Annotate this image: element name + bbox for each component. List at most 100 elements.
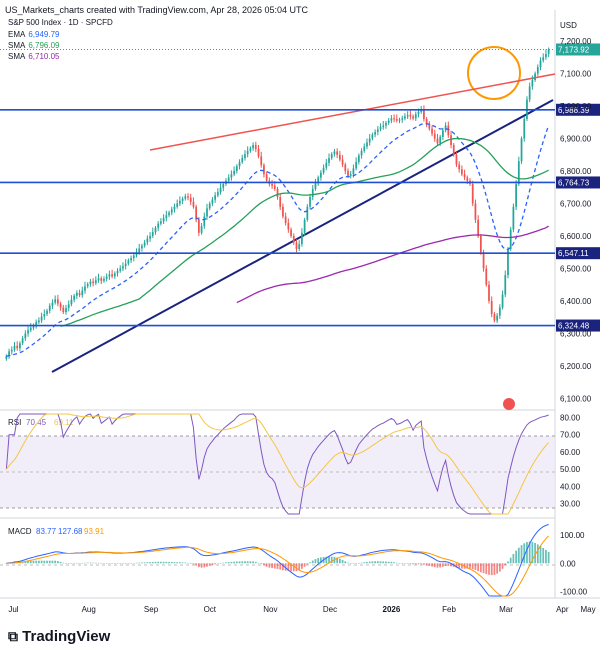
- candle-body: [181, 198, 184, 201]
- macd-histogram-bar: [56, 561, 59, 564]
- candle-body: [116, 270, 119, 274]
- candle-body: [523, 119, 526, 139]
- macd-histogram-bar: [189, 563, 192, 564]
- rsi-legend-ma: 69.11: [54, 418, 74, 427]
- macd-histogram-bar: [70, 563, 73, 564]
- candle-body: [94, 280, 97, 284]
- candle-body: [322, 167, 325, 173]
- price-tick-label: 6,900.00: [560, 135, 592, 144]
- candle-body: [401, 118, 404, 120]
- candle-body: [38, 320, 40, 323]
- price-tick-label: 6,100.00: [560, 395, 592, 404]
- candle-body: [368, 138, 371, 143]
- candle-body: [477, 219, 480, 236]
- candle-body: [357, 155, 360, 162]
- candle-body: [67, 304, 70, 309]
- candle-body: [352, 168, 355, 175]
- macd-histogram-bar: [526, 541, 528, 564]
- candle-body: [184, 196, 187, 199]
- candle-body: [263, 165, 265, 175]
- macd-histogram-bar: [127, 563, 130, 564]
- event-flag-icon[interactable]: [503, 398, 515, 410]
- candle-body: [509, 229, 512, 249]
- macd-histogram-bar: [395, 562, 398, 564]
- candle-body: [173, 206, 176, 210]
- candle-body: [371, 134, 374, 139]
- candle-body: [517, 161, 520, 184]
- candle-body: [35, 322, 38, 326]
- candle-body: [455, 154, 458, 165]
- candle-body: [92, 281, 95, 284]
- macd-histogram-bar: [27, 561, 29, 564]
- sma-fast-legend: SMA 6,796.09: [8, 41, 59, 50]
- macd-histogram-bar: [425, 563, 428, 566]
- macd-histogram-bar: [290, 563, 292, 572]
- candle-body: [40, 316, 43, 321]
- macd-histogram-bar: [363, 562, 366, 564]
- candle-body: [504, 275, 507, 295]
- price-tick-label: 6,700.00: [560, 200, 592, 209]
- candle-body: [344, 164, 347, 171]
- price-tick-label: 7,100.00: [560, 70, 592, 79]
- candle-body: [233, 171, 235, 175]
- macd-histogram-bar: [306, 563, 309, 565]
- macd-histogram-bar: [393, 562, 395, 564]
- candle-body: [238, 161, 241, 167]
- macd-legend-value-1: 83.77: [36, 527, 57, 536]
- candle-body: [309, 197, 311, 207]
- macd-histogram-bar: [268, 563, 271, 568]
- macd-histogram-bar: [24, 561, 27, 564]
- macd-histogram-bar: [444, 563, 447, 566]
- price-tick-label: 6,800.00: [560, 167, 592, 176]
- macd-histogram-bar: [227, 562, 230, 564]
- candle-body: [214, 195, 217, 200]
- candle-body: [338, 154, 341, 160]
- candle-body: [146, 238, 149, 243]
- macd-histogram-bar: [197, 563, 200, 568]
- candle-body: [19, 343, 21, 349]
- rsi-pane: 80.00 70.00 60.00 50.00 40.00 30.00: [5, 413, 581, 515]
- ema-legend-label: EMA: [8, 30, 26, 39]
- macd-histogram-bar: [501, 563, 504, 569]
- candle-body: [363, 146, 366, 151]
- macd-histogram-bar: [214, 563, 217, 565]
- candle-body: [100, 278, 103, 281]
- candle-body: [444, 125, 447, 131]
- macd-histogram-bar: [355, 563, 358, 564]
- macd-histogram-bar: [460, 563, 463, 569]
- macd-histogram-bar: [225, 562, 227, 564]
- candle-body: [425, 119, 428, 124]
- ema-line: [6, 123, 550, 357]
- macd-histogram-bar: [119, 563, 122, 564]
- candle-body: [303, 219, 306, 233]
- candle-body: [273, 185, 276, 189]
- macd-histogram-bar: [488, 563, 490, 575]
- candle-body: [89, 281, 92, 285]
- macd-tick-label: -100.00: [560, 588, 588, 597]
- macd-histogram-bar: [282, 563, 284, 571]
- candle-body: [376, 129, 379, 132]
- macd-histogram-bar: [151, 562, 154, 564]
- candle-body: [545, 54, 547, 58]
- macd-histogram-bar: [360, 562, 363, 564]
- macd-histogram-bar: [271, 563, 273, 569]
- candle-body: [81, 290, 84, 296]
- candle-body: [160, 221, 162, 224]
- candle-body: [301, 232, 303, 245]
- candle-body: [165, 215, 168, 219]
- time-axis-ticks: Jul Aug Sep Oct Nov Dec 2026 Feb Mar Apr May: [8, 605, 595, 614]
- candle-body: [290, 229, 292, 236]
- candle-body: [412, 116, 414, 119]
- macd-histogram-bar: [328, 556, 330, 564]
- candle-body: [252, 145, 254, 149]
- macd-histogram-bar: [409, 563, 412, 564]
- macd-histogram-bar: [295, 563, 298, 572]
- last-price-badge: [556, 43, 600, 56]
- candle-body: [436, 138, 439, 144]
- candle-body: [479, 236, 482, 253]
- macd-histogram-bar: [412, 563, 414, 565]
- candle-body: [216, 192, 219, 196]
- sma-fast-legend-label: SMA: [8, 41, 26, 50]
- time-tick-label: May: [580, 605, 595, 614]
- time-tick-label: Dec: [323, 605, 337, 614]
